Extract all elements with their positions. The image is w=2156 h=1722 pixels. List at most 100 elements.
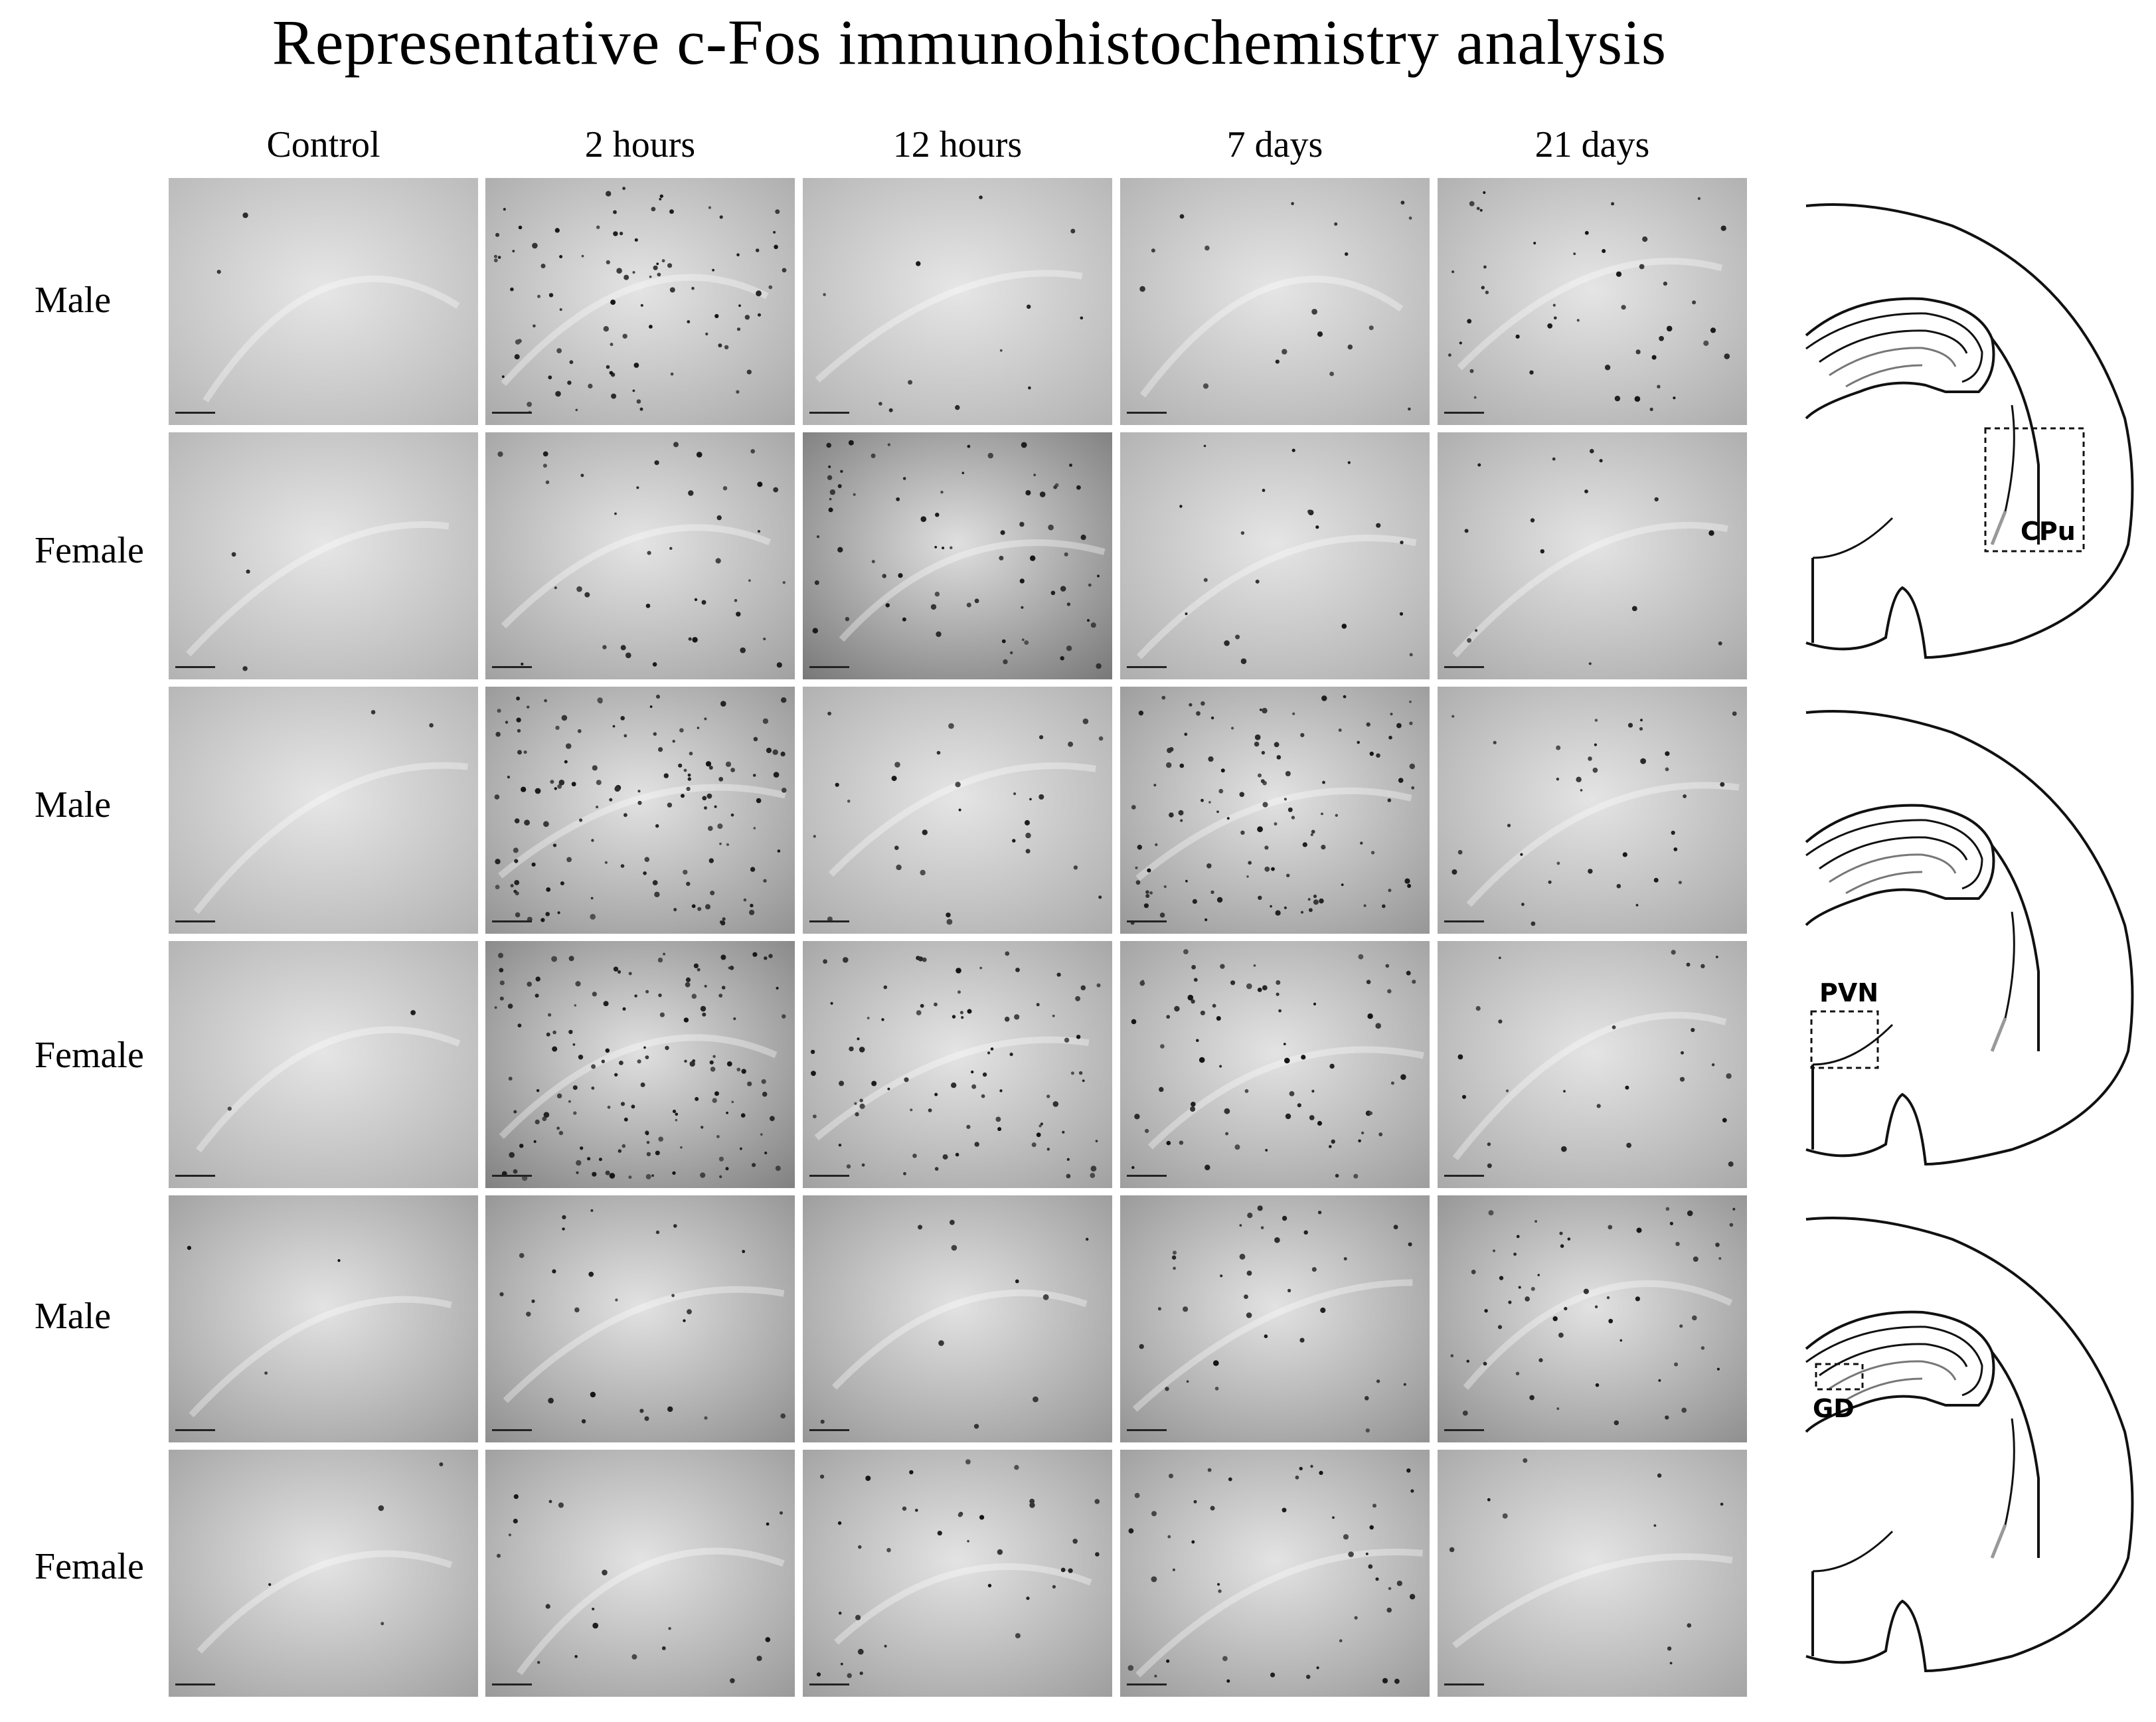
cfos-positive-nucleus (613, 966, 619, 972)
tissue-background (803, 1195, 1112, 1442)
cfos-positive-nucleus (521, 786, 527, 792)
cfos-positive-nucleus (1540, 549, 1544, 554)
cfos-positive-nucleus (1240, 658, 1247, 664)
micrograph-panel-r3-2-hours (485, 687, 795, 934)
cfos-positive-nucleus (1234, 1144, 1240, 1150)
cfos-positive-nucleus (1671, 830, 1675, 835)
cfos-positive-nucleus (537, 294, 540, 298)
cfos-positive-nucleus (739, 1147, 742, 1150)
cfos-positive-nucleus (1080, 316, 1084, 320)
tissue-contour (1135, 787, 1412, 881)
cfos-positive-nucleus (580, 1146, 584, 1150)
cfos-positive-nucleus (830, 1001, 833, 1005)
cfos-positive-nucleus (1173, 1250, 1177, 1255)
cfos-positive-nucleus (898, 573, 903, 578)
cfos-positive-nucleus (691, 993, 697, 999)
scale-bar (809, 1429, 849, 1431)
cfos-positive-nucleus (516, 696, 520, 701)
cfos-positive-nucleus (716, 1135, 720, 1138)
cfos-positive-nucleus (902, 1506, 907, 1511)
cfos-positive-nucleus (499, 980, 505, 986)
cfos-positive-nucleus (1529, 1395, 1534, 1401)
cfos-positive-nucleus (548, 1397, 554, 1404)
col-header-2-hours: 2 hours (584, 124, 696, 165)
micrograph-panel-r5-12-hours (803, 1195, 1112, 1442)
cfos-positive-nucleus (859, 1103, 865, 1109)
cfos-positive-nucleus (628, 972, 632, 976)
cfos-positive-nucleus (429, 723, 434, 728)
cfos-positive-nucleus (1179, 214, 1185, 219)
cfos-positive-nucleus (847, 1673, 852, 1678)
cfos-positive-nucleus (736, 390, 740, 394)
micrograph-panel-r6-7-days (1120, 1450, 1430, 1697)
cfos-positive-nucleus (957, 1513, 963, 1517)
cfos-positive-nucleus (1403, 1383, 1406, 1386)
tissue-contour (195, 1026, 461, 1153)
cfos-positive-nucleus (1287, 1288, 1291, 1292)
cfos-positive-nucleus (499, 996, 504, 1001)
tissue-contour (197, 1550, 453, 1654)
cfos-positive-nucleus (1036, 1132, 1041, 1138)
cfos-positive-nucleus (1639, 719, 1643, 722)
cfos-positive-nucleus (1292, 712, 1295, 715)
cfos-positive-nucleus (1274, 1237, 1280, 1243)
cfos-positive-nucleus (1208, 756, 1214, 762)
cfos-positive-nucleus (999, 349, 1003, 352)
cfos-positive-nucleus (1529, 370, 1534, 375)
cfos-positive-nucleus (1291, 202, 1294, 205)
cfos-positive-nucleus (1449, 1547, 1455, 1553)
cfos-positive-nucleus (908, 380, 913, 385)
cfos-positive-nucleus (1476, 207, 1480, 211)
cfos-positive-nucleus (654, 891, 660, 898)
cfos-positive-nucleus (742, 1250, 746, 1253)
cfos-positive-nucleus (1284, 1057, 1290, 1064)
cfos-positive-nucleus (497, 709, 501, 713)
cfos-positive-nucleus (1388, 889, 1392, 893)
cfos-positive-nucleus (659, 198, 662, 201)
tissue-background (1120, 1195, 1430, 1442)
cfos-positive-nucleus (1191, 1102, 1196, 1107)
micrograph-panel-r4-12-hours (803, 941, 1112, 1188)
cfos-positive-nucleus (558, 780, 565, 786)
cfos-positive-nucleus (1481, 286, 1485, 290)
cfos-positive-nucleus (1681, 1407, 1687, 1413)
cfos-positive-nucleus (1462, 1094, 1466, 1099)
cfos-positive-nucleus (920, 516, 927, 522)
cfos-positive-nucleus (554, 787, 557, 790)
row-label-female-2: Female (35, 1035, 144, 1076)
cfos-positive-nucleus (1412, 980, 1416, 984)
micrograph-panel-r3-12-hours (803, 687, 1112, 934)
cfos-positive-nucleus (1068, 741, 1074, 747)
cfos-positive-nucleus (1343, 695, 1347, 699)
cfos-positive-nucleus (1592, 767, 1598, 773)
cfos-positive-nucleus (1094, 1499, 1100, 1504)
cfos-positive-nucleus (1246, 1270, 1252, 1276)
cfos-positive-nucleus (950, 1219, 955, 1225)
pvn-region-box (1810, 1010, 1879, 1069)
scale-bar (492, 1429, 532, 1431)
cfos-positive-nucleus (578, 1055, 584, 1060)
scale-bar (175, 1429, 215, 1431)
cfos-positive-nucleus (750, 903, 754, 908)
cfos-positive-nucleus (639, 1409, 644, 1413)
cfos-positive-nucleus (1013, 792, 1017, 796)
cfos-positive-nucleus (1375, 1023, 1381, 1029)
cfos-positive-nucleus (859, 1047, 865, 1053)
cfos-positive-nucleus (773, 772, 780, 778)
cfos-positive-nucleus (1673, 847, 1678, 851)
cfos-positive-nucleus (605, 1170, 610, 1175)
cfos-positive-nucleus (1345, 252, 1349, 256)
cfos-positive-nucleus (1151, 1576, 1157, 1583)
cfos-positive-nucleus (887, 1087, 890, 1090)
cfos-positive-nucleus (714, 1091, 719, 1096)
cfos-positive-nucleus (1025, 832, 1031, 839)
cfos-positive-nucleus (1230, 980, 1236, 986)
cfos-positive-nucleus (495, 232, 499, 237)
cfos-positive-nucleus (507, 1003, 513, 1009)
cfos-positive-nucleus (1145, 1128, 1149, 1134)
cfos-positive-nucleus (1187, 994, 1194, 1001)
cfos-positive-nucleus (579, 818, 583, 822)
cfos-positive-nucleus (1487, 1163, 1492, 1168)
cfos-positive-nucleus (1560, 1244, 1564, 1248)
cfos-positive-nucleus (904, 1077, 909, 1082)
